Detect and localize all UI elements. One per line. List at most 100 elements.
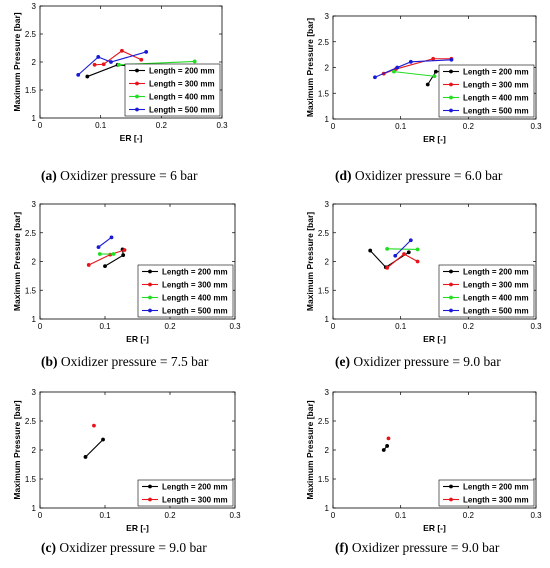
x-tick-label: 0.1 bbox=[99, 322, 111, 331]
data-point bbox=[385, 265, 390, 270]
x-tick-label: 0.2 bbox=[164, 511, 176, 520]
data-point bbox=[393, 253, 398, 258]
data-point bbox=[425, 82, 430, 87]
data-point bbox=[402, 252, 406, 256]
y-tick-label: 2 bbox=[325, 64, 330, 73]
legend-label: Length = 300 mm bbox=[463, 281, 529, 290]
chart-panel-f: 0 0.1 0.2 0.3 1 1.5 2 2.5 3 ER [-] Maximum Pressur… bbox=[305, 388, 542, 533]
x-tick-label: 0.2 bbox=[463, 322, 475, 331]
y-tick-label: 1.5 bbox=[318, 475, 330, 484]
series-line bbox=[394, 239, 412, 257]
legend: Length = 200 mm Length = 300 mm Length = 4… bbox=[137, 264, 234, 318]
series-length-400-mm bbox=[392, 69, 437, 79]
data-point bbox=[86, 263, 91, 267]
series-length-200-mm bbox=[381, 444, 390, 452]
x-tick-label: 0.1 bbox=[395, 122, 407, 131]
data-point bbox=[408, 238, 413, 243]
x-tick-label: 0.2 bbox=[164, 322, 176, 331]
y-tick-label: 1 bbox=[32, 114, 37, 123]
y-tick-label: 2 bbox=[32, 58, 37, 67]
legend-marker bbox=[449, 282, 453, 287]
series-line bbox=[393, 71, 435, 77]
legend-label: Length = 400 mm bbox=[463, 294, 529, 303]
data-point bbox=[85, 74, 90, 79]
data-point bbox=[96, 55, 101, 59]
legend-label: Length = 500 mm bbox=[463, 107, 529, 116]
y-tick-label: 2 bbox=[325, 258, 330, 267]
x-axis-label: ER [-] bbox=[126, 523, 149, 533]
series-line bbox=[383, 58, 452, 75]
data-point bbox=[406, 250, 411, 255]
legend-label: Length = 300 mm bbox=[149, 80, 215, 89]
y-tick-label: 2.5 bbox=[318, 229, 330, 238]
chart-panel-e: 0 0.1 0.2 0.3 1 1.5 2 2.5 3 ER [-] Maximum Pressur… bbox=[305, 200, 542, 344]
legend-marker bbox=[449, 82, 453, 87]
chart-panel-a: 0 0.1 0.2 0.3 1 1.5 2 2.5 3 ER [-] Maximum Pressur… bbox=[12, 2, 228, 143]
y-tick-label: 1 bbox=[325, 315, 330, 324]
y-tick-label: 3 bbox=[325, 388, 330, 397]
legend-box bbox=[137, 264, 234, 318]
chart-panel-c: 0 0.1 0.2 0.3 1 1.5 2 2.5 3 ER [-] Maximum Pressur… bbox=[12, 388, 241, 533]
legend-marker bbox=[449, 95, 453, 100]
y-axis-label: Maximum Pressure [bar] bbox=[12, 400, 22, 499]
x-tick-label: 0 bbox=[38, 121, 43, 130]
x-tick-label: 0 bbox=[38, 511, 43, 520]
legend-marker bbox=[135, 81, 139, 86]
x-axis-label: ER [-] bbox=[423, 523, 446, 533]
y-tick-label: 2 bbox=[32, 446, 37, 455]
legend-label: Length = 400 mm bbox=[463, 94, 529, 103]
y-tick-label: 1.5 bbox=[318, 286, 330, 295]
legend-marker bbox=[449, 295, 453, 300]
x-tick-label: 0.3 bbox=[216, 121, 228, 130]
legend-label: Length = 200 mm bbox=[463, 483, 529, 492]
x-axis-label: ER [-] bbox=[120, 133, 143, 143]
legend-label: Length = 300 mm bbox=[463, 81, 529, 90]
y-axis-label: Maximum Pressure [bar] bbox=[12, 212, 22, 311]
x-tick-label: 0.1 bbox=[95, 121, 107, 130]
legend-marker bbox=[148, 308, 152, 313]
legend: Length = 200 mm Length = 300 mm bbox=[137, 479, 234, 507]
x-tick-label: 0.1 bbox=[99, 511, 111, 520]
y-tick-label: 3 bbox=[325, 200, 330, 209]
x-axis-label: ER [-] bbox=[126, 334, 149, 344]
caption-b: (b) Oxidizer pressure = 7.5 bar bbox=[41, 354, 209, 369]
y-tick-label: 1 bbox=[32, 504, 37, 513]
legend-marker bbox=[449, 269, 453, 274]
x-tick-label: 0.2 bbox=[463, 511, 475, 520]
y-tick-label: 1.5 bbox=[25, 286, 37, 295]
legend-marker bbox=[148, 282, 152, 287]
y-tick-label: 2.5 bbox=[25, 229, 37, 238]
data-point bbox=[381, 448, 386, 452]
x-tick-label: 0 bbox=[331, 122, 336, 131]
series-length-500-mm bbox=[76, 50, 149, 77]
legend: Length = 200 mm Length = 300 mm Length = 4… bbox=[438, 264, 535, 318]
y-tick-label: 1 bbox=[325, 504, 330, 513]
data-point bbox=[120, 48, 124, 53]
data-point bbox=[83, 455, 88, 459]
data-point bbox=[97, 252, 102, 256]
legend-label: Length = 200 mm bbox=[162, 483, 228, 492]
caption-e: (e) Oxidizer pressure = 9.0 bar bbox=[335, 354, 501, 369]
legend-marker bbox=[449, 69, 453, 74]
series-line bbox=[85, 439, 104, 458]
y-tick-label: 2.5 bbox=[318, 38, 330, 47]
series-line bbox=[98, 236, 112, 248]
legend-marker bbox=[148, 497, 152, 502]
series-length-500-mm bbox=[96, 235, 114, 250]
data-point bbox=[139, 57, 144, 62]
data-point bbox=[386, 436, 391, 441]
legend-marker bbox=[148, 269, 152, 274]
data-point bbox=[92, 62, 97, 67]
legend-label: Length = 200 mm bbox=[162, 268, 228, 277]
data-point bbox=[431, 56, 436, 61]
data-point bbox=[373, 75, 377, 80]
y-tick-label: 2 bbox=[32, 258, 37, 267]
x-tick-label: 0.2 bbox=[463, 122, 475, 131]
x-tick-label: 0 bbox=[331, 322, 336, 331]
y-axis-label: Maximum Pressure [bar] bbox=[305, 212, 315, 311]
x-tick-label: 0.3 bbox=[530, 511, 542, 520]
legend: Length = 200 mm Length = 300 mm bbox=[438, 479, 535, 507]
legend-marker bbox=[449, 497, 453, 502]
x-tick-label: 0 bbox=[331, 511, 336, 520]
